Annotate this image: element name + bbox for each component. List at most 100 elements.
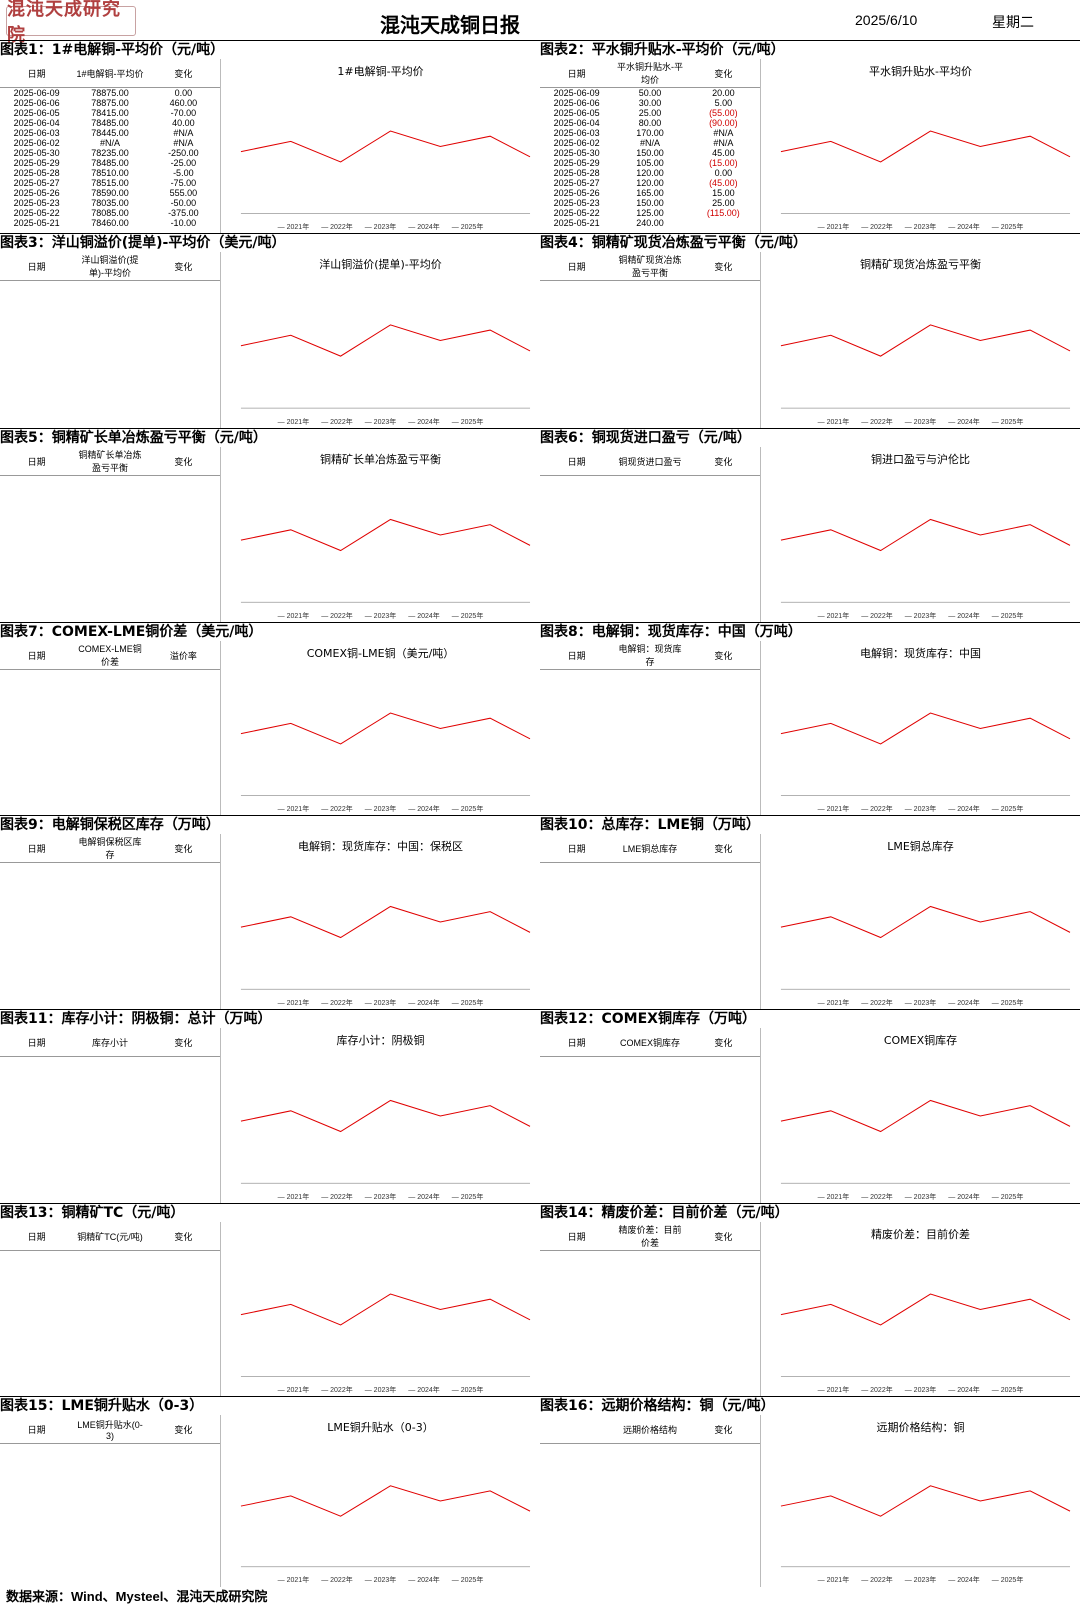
table-cell: 5.00 xyxy=(714,98,733,108)
chart-title: LME铜升贴水（0-3） xyxy=(327,1421,434,1434)
legend-item: — 2021年 xyxy=(817,806,850,813)
chart-legend: — 2021年 — 2022年 — 2023年 — 2024年 — 2025年 xyxy=(221,611,540,621)
legend-item: — 2023年 xyxy=(364,1000,397,1007)
chart-legend: — 2021年 — 2022年 — 2023年 — 2024年 — 2025年 xyxy=(221,222,540,232)
chart-legend: — 2021年 — 2022年 — 2023年 — 2024年 — 2025年 xyxy=(761,804,1080,814)
chart-section-15: 图表15：LME铜升贴水（0-3） 日期 LME铜升贴水(0-3) 变化 LME铜升贴水… xyxy=(0,1396,540,1587)
legend-item: — 2021年 xyxy=(817,1577,850,1584)
data-table: 日期 1#电解铜-平均价 变化 2025-06-09 78875.00 0.00 2025-… xyxy=(0,59,221,234)
table-row: 2025-05-21 240.00 xyxy=(540,218,760,228)
table-header: 日期 xyxy=(0,1415,74,1444)
table-cell: 80.00 xyxy=(638,118,662,128)
table-header: 1#电解铜-平均价 xyxy=(73,59,147,88)
table-cell: 2025-05-22 xyxy=(553,208,600,218)
table-header: 日期 xyxy=(540,59,614,88)
table-row: 2025-05-21 78460.00 -10.00 xyxy=(0,218,220,228)
table-cell: #N/A xyxy=(639,138,660,148)
legend-item: — 2024年 xyxy=(408,1387,440,1394)
data-table: 日期 库存小计 变化 xyxy=(0,1028,221,1204)
table-cell: #N/A xyxy=(99,138,120,148)
table-cell: 2025-06-03 xyxy=(553,128,600,138)
table-cell: 30.00 xyxy=(638,98,662,108)
table-cell: -70.00 xyxy=(170,108,197,118)
chart-section-6: 图表6：铜现货进口盈亏（元/吨） 日期 铜现货进口盈亏 变化 铜进口盈亏与沪伦比 — 20… xyxy=(540,428,1080,623)
table-header: 日期 xyxy=(540,252,614,281)
table-cell: 125.00 xyxy=(636,208,664,218)
legend-item: — 2023年 xyxy=(364,806,397,813)
legend-item: — 2022年 xyxy=(861,1194,893,1201)
chart-panel: COMEX铜库存 — 2021年 — 2022年 — 2023年 — 2024年 — 20… xyxy=(761,1028,1080,1204)
section-title: 图表11：库存小计：阴极铜：总计（万吨） xyxy=(0,1011,272,1027)
legend-item: — 2025年 xyxy=(991,1000,1024,1007)
chart-plot xyxy=(240,1485,531,1568)
legend-item: — 2025年 xyxy=(451,806,484,813)
table-cell: 2025-05-23 xyxy=(13,198,60,208)
series-line xyxy=(240,130,531,163)
table-cell: 2025-06-04 xyxy=(13,118,60,128)
table-cell: 2025-06-03 xyxy=(13,128,60,138)
legend-item: — 2025年 xyxy=(991,613,1024,620)
legend-item: — 2021年 xyxy=(277,224,310,231)
chart-legend: — 2021年 — 2022年 — 2023年 — 2024年 — 2025年 xyxy=(761,1575,1080,1585)
table-header: 电解铜保税区库存 xyxy=(73,834,147,863)
table-cell: -50.00 xyxy=(170,198,197,208)
data-table: 日期 铜精矿长单冶炼盈亏平衡 变化 xyxy=(0,447,221,623)
table-header: 变化 xyxy=(686,252,760,281)
table-header: 变化 xyxy=(146,1415,220,1444)
table-cell: 2025-05-27 xyxy=(13,178,60,188)
legend-item: — 2021年 xyxy=(817,419,850,426)
table-row: 2025-06-06 30.00 5.00 xyxy=(540,98,760,108)
chart-title: 电解铜：现货库存：中国：保税区 xyxy=(298,840,463,853)
table-cell: 105.00 xyxy=(636,158,664,168)
legend-item: — 2023年 xyxy=(904,1387,937,1394)
legend-item: — 2022年 xyxy=(321,806,353,813)
legend-item: — 2022年 xyxy=(861,224,893,231)
table-header: 日期 xyxy=(0,641,74,670)
table-cell: 2025-06-06 xyxy=(13,98,60,108)
table-cell: -250.00 xyxy=(168,148,199,158)
legend-item: — 2023年 xyxy=(364,1577,397,1584)
legend-item: — 2021年 xyxy=(277,1387,310,1394)
series-line xyxy=(240,905,531,939)
table-cell: 240.00 xyxy=(636,218,664,228)
section-title: 图表12：COMEX铜库存（万吨） xyxy=(540,1011,756,1027)
table-cell: 78515.00 xyxy=(91,178,129,188)
chart-title: 电解铜：现货库存：中国 xyxy=(860,647,981,660)
table-cell: 2025-05-30 xyxy=(553,148,600,158)
table-cell: 2025-05-26 xyxy=(553,188,600,198)
legend-item: — 2024年 xyxy=(408,1577,440,1584)
table-header: 铜精矿现货冶炼盈亏平衡 xyxy=(613,252,687,281)
chart-plot xyxy=(240,1099,531,1184)
chart-title: COMEX铜-LME铜（美元/吨） xyxy=(306,647,455,660)
table-cell: (55.00) xyxy=(709,108,738,118)
section-title: 图表14：精废价差：目前价差（元/吨） xyxy=(540,1205,789,1221)
series-line xyxy=(240,1099,531,1133)
series-line xyxy=(240,1293,531,1326)
series-line xyxy=(240,324,531,357)
legend-item: — 2022年 xyxy=(861,1577,893,1584)
table-header: 日期 xyxy=(0,834,74,863)
table-cell: 78415.00 xyxy=(91,108,129,118)
legend-item: — 2021年 xyxy=(277,419,310,426)
legend-item: — 2024年 xyxy=(948,1000,980,1007)
table-cell: (115.00) xyxy=(706,208,740,218)
table-cell: 2025-06-02 xyxy=(13,138,60,148)
legend-item: — 2025年 xyxy=(451,1387,484,1394)
chart-title: 铜精矿现货冶炼盈亏平衡 xyxy=(860,258,981,271)
legend-item: — 2023年 xyxy=(904,1194,937,1201)
table-cell: 2025-05-21 xyxy=(13,218,60,228)
table-header: 日期 xyxy=(0,59,74,88)
legend-item: — 2023年 xyxy=(904,613,937,620)
table-row: 2025-05-29 78485.00 -25.00 xyxy=(0,158,220,168)
section-title: 图表5：铜精矿长单冶炼盈亏平衡（元/吨） xyxy=(0,430,267,446)
table-row: 2025-06-04 78485.00 40.00 xyxy=(0,118,220,128)
table-row: 2025-05-23 150.00 25.00 xyxy=(540,198,760,208)
chart-legend: — 2021年 — 2022年 — 2023年 — 2024年 — 2025年 xyxy=(761,998,1080,1008)
chart-section-9: 图表9：电解铜保税区库存（万吨） 日期 电解铜保税区库存 变化 电解铜：现货库存：中国：… xyxy=(0,815,540,1010)
table-header: 日期 xyxy=(0,1028,74,1057)
chart-legend: — 2021年 — 2022年 — 2023年 — 2024年 — 2025年 xyxy=(221,1192,540,1202)
data-table: 日期 COMEX铜库存 变化 xyxy=(540,1028,761,1204)
chart-panel: 铜进口盈亏与沪伦比 — 2021年 — 2022年 — 2023年 — 2024年 — 2… xyxy=(761,447,1080,623)
legend-item: — 2025年 xyxy=(451,613,484,620)
table-cell: #N/A xyxy=(173,138,194,148)
